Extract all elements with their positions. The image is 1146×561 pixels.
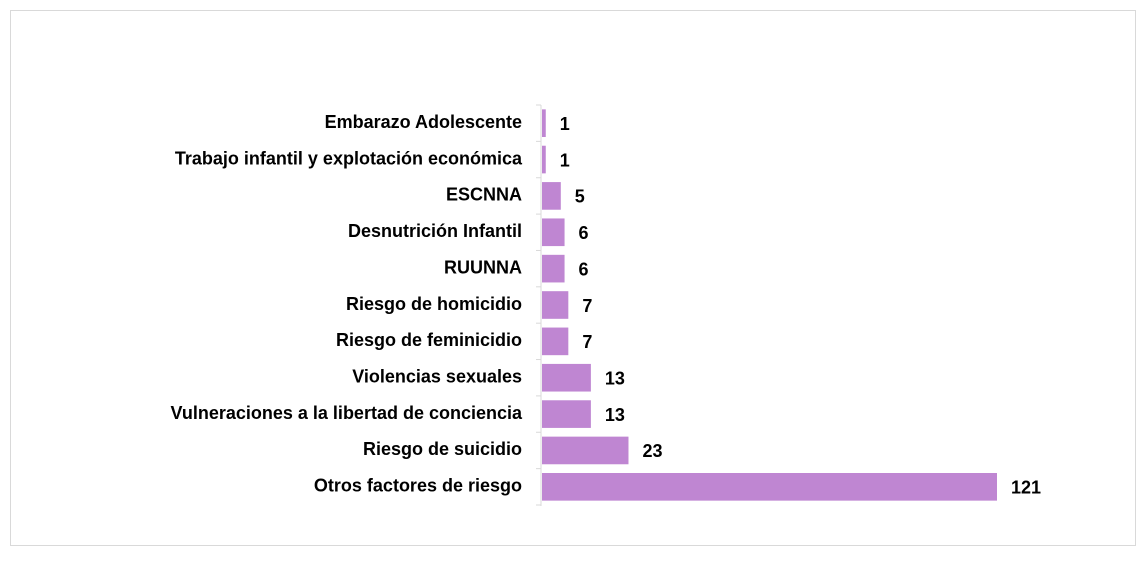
category-label: Riesgo de suicidio bbox=[363, 439, 522, 459]
category-label: ESCNNA bbox=[446, 185, 522, 205]
bar bbox=[542, 145, 546, 174]
category-label: Embarazo Adolescente bbox=[325, 112, 522, 132]
data-label: 5 bbox=[575, 187, 585, 207]
data-label: 6 bbox=[579, 223, 589, 243]
bar bbox=[542, 109, 546, 137]
bar bbox=[542, 436, 629, 465]
category-label: Otros factores de riesgo bbox=[314, 476, 522, 496]
bar bbox=[542, 218, 565, 247]
category-label: Desnutrición Infantil bbox=[348, 221, 522, 241]
category-label: Violencias sexuales bbox=[352, 366, 522, 386]
bar bbox=[542, 363, 591, 392]
data-label: 23 bbox=[642, 441, 662, 461]
data-label: 7 bbox=[582, 296, 592, 316]
bar bbox=[542, 473, 997, 501]
data-label: 7 bbox=[582, 332, 592, 352]
category-label: Riesgo de homicidio bbox=[346, 294, 522, 314]
data-label: 6 bbox=[579, 259, 589, 279]
data-label: 1 bbox=[560, 114, 570, 134]
bar bbox=[542, 291, 569, 319]
data-label: 13 bbox=[605, 405, 625, 425]
data-label: 121 bbox=[1011, 478, 1041, 498]
category-label: Trabajo infantil y explotación económica bbox=[175, 148, 523, 168]
bar bbox=[542, 327, 569, 356]
bar bbox=[542, 254, 565, 283]
category-label: Riesgo de feminicidio bbox=[336, 330, 522, 350]
chart-border bbox=[10, 10, 1136, 546]
bar bbox=[542, 400, 591, 428]
category-label: Vulneraciones a la libertad de concienci… bbox=[171, 403, 523, 423]
category-label: RUUNNA bbox=[444, 257, 522, 277]
data-label: 1 bbox=[560, 150, 570, 170]
bar bbox=[542, 182, 561, 210]
data-label: 13 bbox=[605, 368, 625, 388]
